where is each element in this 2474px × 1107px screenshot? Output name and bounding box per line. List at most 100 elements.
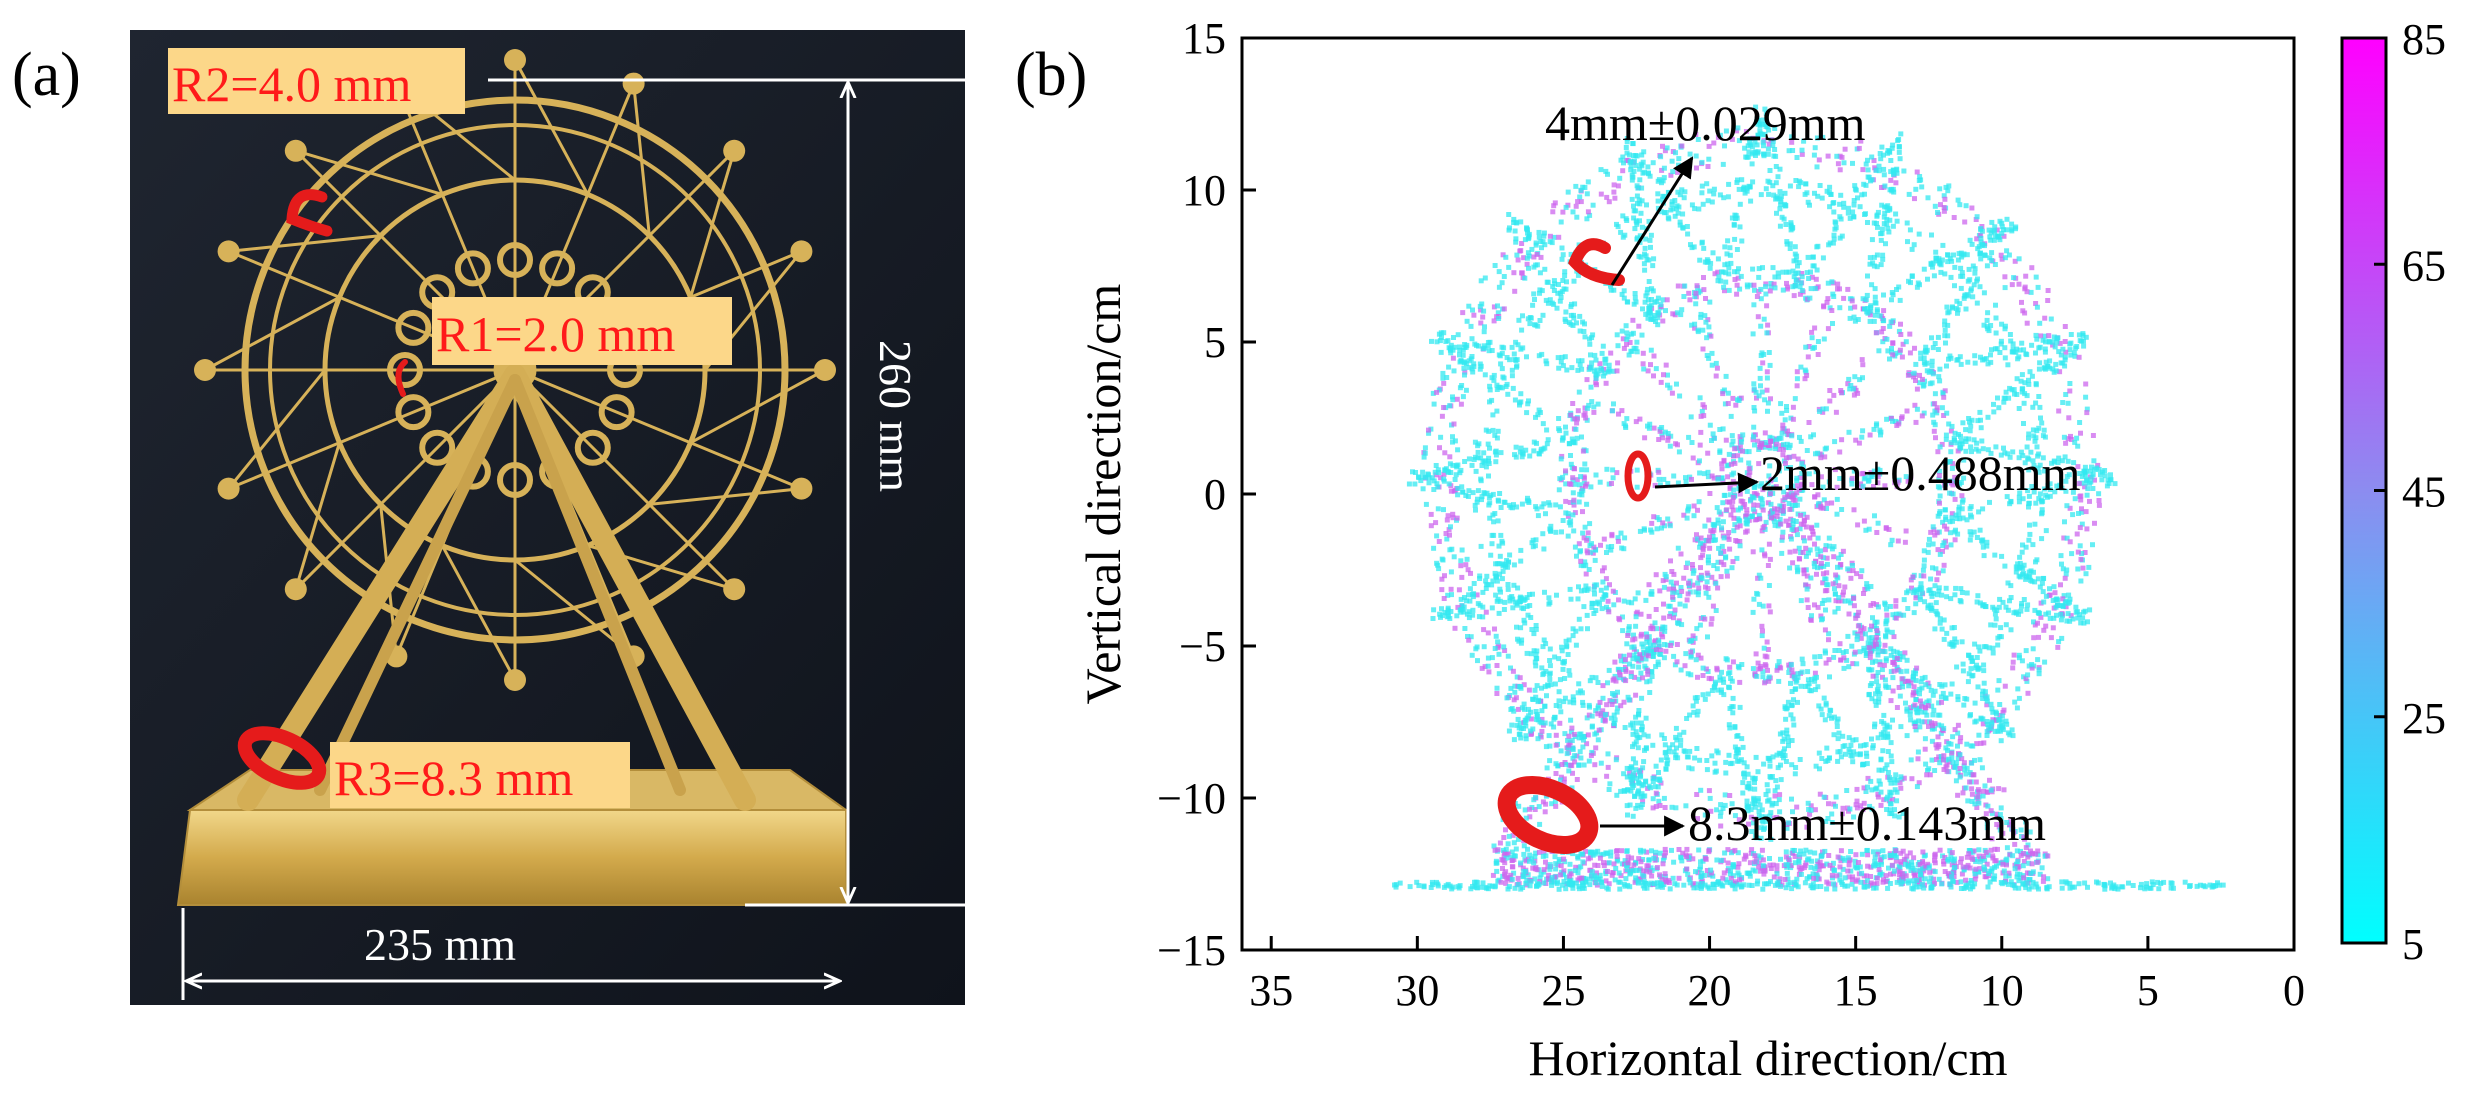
cloud-point bbox=[2038, 600, 2044, 606]
cloud-point bbox=[1739, 736, 1745, 742]
cloud-point bbox=[1445, 607, 1451, 613]
r2-label: R2=4.0 mm bbox=[172, 56, 411, 112]
cloud-point bbox=[1767, 179, 1773, 185]
cloud-point bbox=[1475, 455, 1481, 461]
cloud-point bbox=[1783, 461, 1788, 466]
cloud-point bbox=[1993, 330, 1999, 336]
cloud-point bbox=[1826, 637, 1831, 643]
cloud-point bbox=[1957, 354, 1963, 360]
cloud-point bbox=[1891, 167, 1897, 173]
cloud-point bbox=[1524, 604, 1530, 609]
cloud-point bbox=[1978, 740, 1984, 746]
cloud-point bbox=[1581, 329, 1587, 334]
cloud-point bbox=[1513, 239, 1519, 245]
cloud-point bbox=[1974, 599, 1980, 605]
cloud-point bbox=[2017, 347, 2023, 353]
cloud-point bbox=[1998, 341, 2004, 347]
cloud-point bbox=[1577, 749, 1583, 755]
cloud-point bbox=[1885, 749, 1891, 754]
cloud-point bbox=[1827, 388, 1833, 393]
cloud-point bbox=[1515, 585, 1521, 591]
cloud-point bbox=[1981, 662, 1987, 668]
cloud-point bbox=[1491, 532, 1497, 538]
cloud-point bbox=[1550, 209, 1556, 215]
cloud-point bbox=[1673, 150, 1678, 156]
cloud-point bbox=[1575, 596, 1581, 602]
cloud-point bbox=[1890, 142, 1896, 148]
cloud-point bbox=[1662, 429, 1668, 435]
cloud-point bbox=[1570, 323, 1576, 328]
cloud-point bbox=[1997, 350, 2003, 355]
cloud-point bbox=[1478, 476, 1484, 482]
cloud-point bbox=[2062, 339, 2068, 344]
cloud-point bbox=[1444, 375, 1450, 380]
cloud-point bbox=[1687, 297, 1693, 303]
cloud-point bbox=[1510, 596, 1516, 602]
cloud-point bbox=[1791, 722, 1797, 728]
cloud-point bbox=[1904, 733, 1910, 739]
cloud-point bbox=[1940, 690, 1946, 696]
cloud-point bbox=[2037, 360, 2043, 366]
cloud-point bbox=[1692, 294, 1698, 299]
cloud-point bbox=[1930, 345, 1936, 351]
cloud-point bbox=[1984, 317, 1990, 323]
cloud-point bbox=[1506, 559, 1511, 565]
cloud-point bbox=[1588, 365, 1594, 370]
cloud-point bbox=[2059, 561, 2064, 567]
cloud-point bbox=[1973, 217, 1979, 222]
cloud-point bbox=[1929, 757, 1935, 763]
cloud-point bbox=[1458, 558, 1464, 564]
cloud-point bbox=[1578, 562, 1584, 568]
cloud-point bbox=[1804, 448, 1810, 453]
cloud-point bbox=[1872, 294, 1878, 300]
cloud-point bbox=[1756, 666, 1762, 672]
cloud-point bbox=[1447, 532, 1452, 538]
cloud-point bbox=[1525, 250, 1531, 256]
cloud-point bbox=[1874, 308, 1880, 314]
cloud-point bbox=[1662, 742, 1668, 748]
cloud-point bbox=[1724, 568, 1730, 574]
cloud-point bbox=[1573, 203, 1579, 209]
cloud-point bbox=[2083, 394, 2089, 400]
cloud-point bbox=[1684, 224, 1690, 229]
cloud-point bbox=[1743, 449, 1749, 455]
cloud-point bbox=[1495, 645, 1501, 651]
cloud-point bbox=[1815, 339, 1821, 344]
cloud-point bbox=[1813, 660, 1819, 666]
cloud-point bbox=[1752, 442, 1757, 448]
cloud-point bbox=[1907, 350, 1913, 356]
cloud-point bbox=[1431, 478, 1437, 484]
cloud-point bbox=[1905, 372, 1911, 378]
cloud-point bbox=[1602, 356, 1608, 362]
cloud-point bbox=[1567, 672, 1573, 678]
cloud-point bbox=[1897, 780, 1903, 786]
cloud-point bbox=[1540, 672, 1546, 678]
cloud-point bbox=[1879, 226, 1885, 232]
cloud-point bbox=[1861, 800, 1867, 806]
cloud-point bbox=[1641, 649, 1647, 655]
cloud-point bbox=[1734, 282, 1740, 288]
cloud-point bbox=[1791, 293, 1797, 299]
cloud-point bbox=[2009, 282, 2015, 288]
cloud-point bbox=[1583, 562, 1589, 568]
cloud-point bbox=[1573, 183, 1579, 189]
cloud-point bbox=[1887, 323, 1893, 329]
cloud-point bbox=[1881, 152, 1886, 158]
cloud-point bbox=[1519, 637, 1525, 643]
cloud-point bbox=[1860, 428, 1866, 434]
cloud-point bbox=[1601, 536, 1607, 542]
cloud-point bbox=[1510, 668, 1516, 674]
cloud-point bbox=[2062, 363, 2068, 369]
cloud-point bbox=[1589, 605, 1595, 610]
cloud-point bbox=[1665, 215, 1671, 221]
cloud-point bbox=[1635, 745, 1641, 751]
cloud-point bbox=[1701, 413, 1707, 419]
cloud-point bbox=[1547, 663, 1553, 669]
cloud-point bbox=[1991, 401, 1996, 407]
cloud-point bbox=[1500, 374, 1506, 380]
cloud-point bbox=[1518, 248, 1524, 254]
cloud-point bbox=[1588, 484, 1594, 490]
cloud-point bbox=[1914, 709, 1920, 715]
cloud-point bbox=[1662, 805, 1668, 810]
cloud-point bbox=[1546, 601, 1552, 607]
